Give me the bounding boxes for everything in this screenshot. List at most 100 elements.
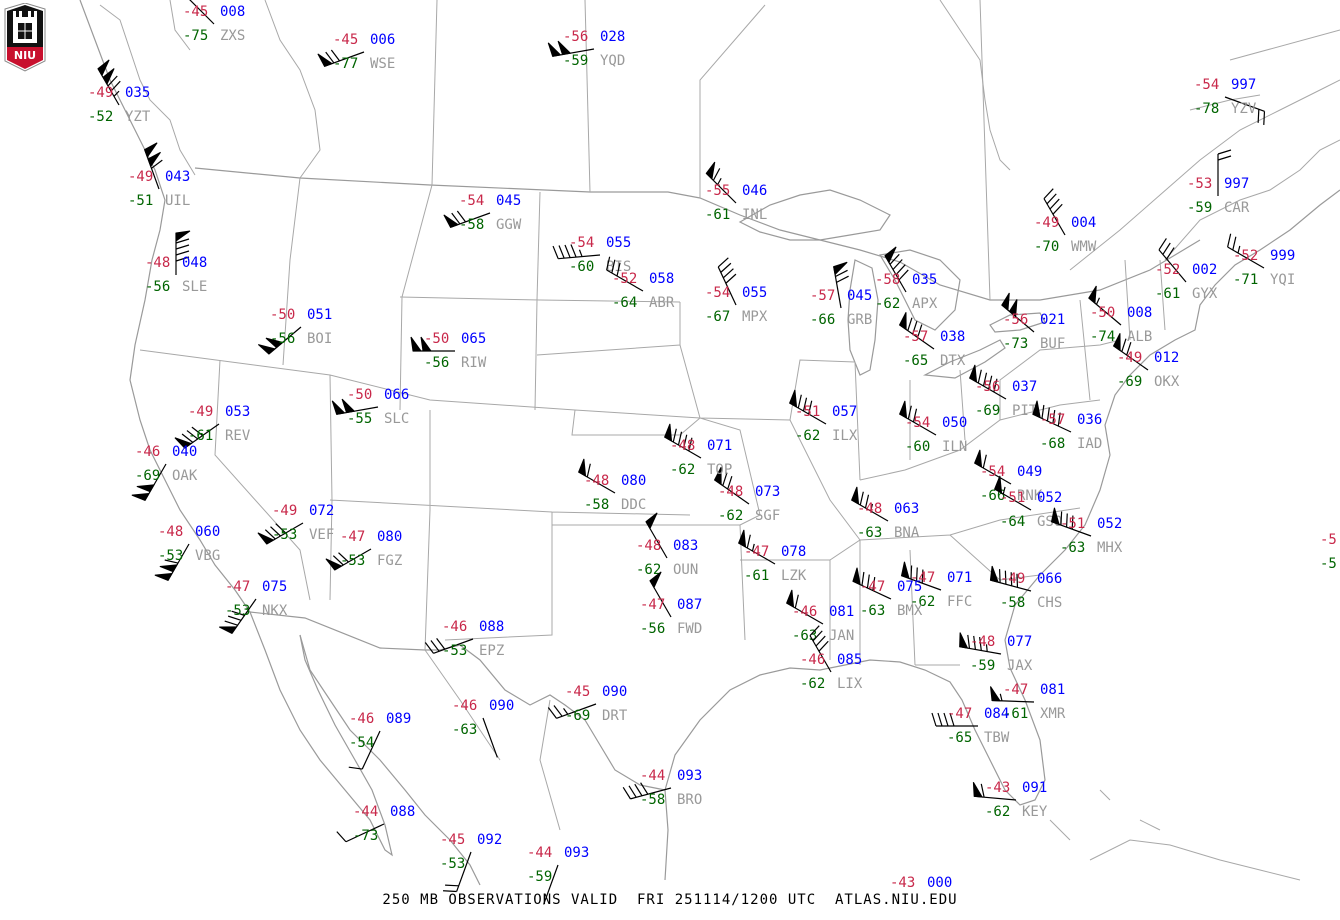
lake-ontario	[989, 312, 1046, 333]
baja-california-coast	[249, 611, 393, 857]
station-id-label: KEY	[1022, 804, 1048, 820]
station-id-label: CAR	[1224, 200, 1250, 216]
wind-barb-full	[794, 594, 799, 609]
height-label: 073	[755, 484, 780, 500]
station-plot-mhx: -51 052 -63 MHX	[1050, 507, 1123, 556]
dewpoint-label: -63	[860, 603, 885, 619]
wind-barb-full	[815, 635, 826, 647]
wind-barb-full	[330, 49, 341, 62]
wind-barb-full	[191, 426, 203, 436]
dewpoint-label: -64	[1000, 514, 1025, 530]
wind-pennant	[265, 337, 284, 349]
height-label: 088	[479, 619, 504, 635]
wind-barb-staff	[809, 635, 832, 673]
height-label: 071	[947, 570, 972, 586]
height-label: 085	[837, 652, 862, 668]
station-plot-lix: -46 085 -62 LIX	[800, 625, 863, 692]
station-plot-top: -48 071 -62 TOP	[664, 423, 732, 478]
height-label: 008	[1127, 305, 1152, 321]
wind-barb-full	[338, 552, 349, 563]
temperature-label: -48	[670, 438, 695, 454]
station-plot-ddc: -48 080 -58 DDC	[578, 458, 646, 513]
wind-barb-full	[1052, 409, 1056, 424]
james-bay-coast	[939, 0, 1011, 171]
temperature-label: -54	[705, 285, 730, 301]
dewpoint-label: -69	[975, 403, 1000, 419]
station-plot-abr: -52 058 -64 ABR	[606, 256, 675, 311]
temperature-label: -45	[183, 4, 208, 20]
wind-barb-full	[937, 712, 943, 727]
temperature-label: -54	[980, 464, 1005, 480]
height-label: 035	[912, 272, 937, 288]
wind-pennant	[899, 400, 908, 419]
wind-barb-staff	[1158, 249, 1187, 283]
wind-pennant	[331, 400, 346, 415]
dewpoint-label: -61	[744, 568, 769, 584]
mexico-west-coast	[299, 634, 481, 886]
station-plot-slc: -50 066 -55 SLC	[331, 387, 409, 427]
temperature-label: -49	[188, 404, 213, 420]
dewpoint-label: -58	[640, 792, 665, 808]
height-label: 081	[829, 604, 854, 620]
station-id-label: INL	[742, 207, 767, 223]
station-plot-xmr: -47 081 -61 XMR	[990, 682, 1066, 722]
station-id-label: BNA	[894, 525, 920, 541]
lake-superior	[738, 189, 891, 241]
temperature-label: -45	[565, 684, 590, 700]
temperature-label: -5	[1320, 532, 1337, 548]
station-id-label: OUN	[673, 562, 698, 578]
temperature-label: -49	[1000, 571, 1025, 587]
wind-barb-full	[889, 253, 900, 265]
map-title: 250 MB OBSERVATIONS VALID FRI 251114/120…	[382, 892, 958, 908]
station-id-label: YZV	[1231, 101, 1257, 117]
temperature-label: -54	[905, 415, 930, 431]
dewpoint-label: -58	[584, 497, 609, 513]
temperature-label: -50	[270, 307, 295, 323]
height-label: 045	[496, 193, 521, 209]
station-plot-vef: -49 072 -53 VEF	[257, 503, 334, 545]
height-label: 053	[225, 404, 250, 420]
wind-pennant	[990, 686, 1001, 702]
wind-barb-full	[430, 640, 440, 652]
wind-pennant	[884, 246, 897, 264]
temperature-label: -47	[860, 579, 885, 595]
station-plot: -43 000	[890, 875, 952, 891]
height-label: 045	[847, 288, 872, 304]
temperature-label: -49	[272, 503, 297, 519]
height-label: 060	[195, 524, 220, 540]
station-plot: -5 -5	[1320, 532, 1337, 572]
dewpoint-label: -58	[1000, 595, 1025, 611]
station-plot-key: -43 091 -62 KEY	[972, 780, 1048, 820]
station-id-label: CHS	[1037, 595, 1062, 611]
height-label: 066	[384, 387, 409, 403]
wind-pennant	[969, 364, 978, 383]
wind-barb-full	[717, 257, 729, 268]
wind-barb-full	[325, 51, 335, 64]
temperature-label: -44	[527, 845, 552, 861]
wind-barb-half	[1095, 297, 1101, 305]
temperature-label: -50	[1090, 305, 1115, 321]
wind-barb-full	[1121, 338, 1127, 352]
wind-barb-full	[688, 437, 693, 452]
station-id-label: PIT	[1012, 403, 1038, 419]
wind-pennant	[410, 336, 422, 352]
station-plot-iad: -57 036 -68 IAD	[1032, 400, 1102, 452]
height-label: 088	[390, 804, 415, 820]
station-id-label: LIX	[837, 676, 863, 692]
dewpoint-label: -61	[705, 207, 730, 223]
wind-pennant	[959, 632, 969, 649]
wind-barb-staff	[1043, 198, 1066, 236]
wind-barb-full	[866, 574, 870, 589]
wind-barb-half	[1237, 245, 1241, 254]
height-label: 051	[307, 307, 332, 323]
wind-pennant	[664, 423, 673, 442]
dewpoint-label: -63	[792, 628, 817, 644]
wind-pennant	[1050, 507, 1060, 526]
wind-barb-full	[547, 707, 558, 719]
temperature-label: -51	[795, 404, 820, 420]
station-plot-yzv: -54 997 -78 YZV	[1194, 77, 1266, 125]
dewpoint-label: -63	[857, 525, 882, 541]
canada-us-border	[194, 167, 1201, 301]
dewpoint-label: -63	[1060, 540, 1085, 556]
station-plot-gyx: -52 002 -61 GYX	[1155, 238, 1218, 302]
